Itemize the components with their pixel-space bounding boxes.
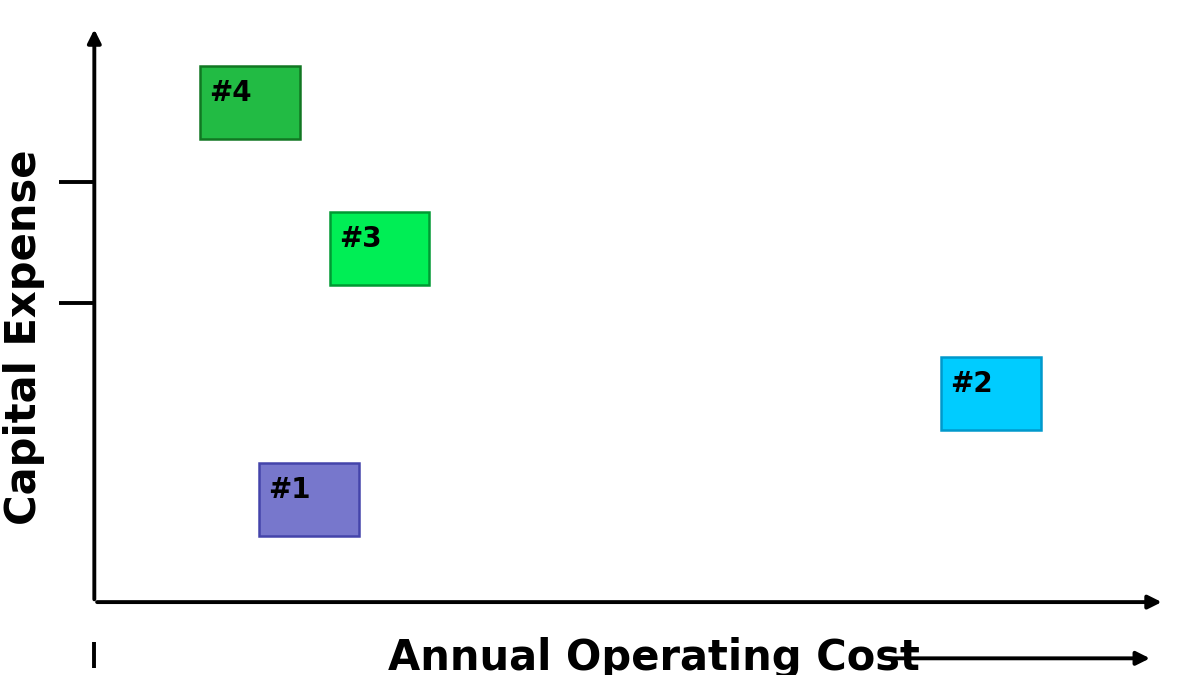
Text: Annual Operating Cost: Annual Operating Cost	[389, 637, 920, 675]
Text: #1: #1	[269, 477, 311, 504]
Text: Capital Expense: Capital Expense	[2, 150, 44, 525]
Bar	[200, 66, 300, 139]
Text: #3: #3	[338, 225, 382, 253]
Bar	[941, 357, 1042, 430]
Text: #4: #4	[210, 80, 252, 107]
Bar	[330, 212, 430, 285]
Bar	[259, 463, 359, 536]
Text: #2: #2	[950, 371, 994, 398]
